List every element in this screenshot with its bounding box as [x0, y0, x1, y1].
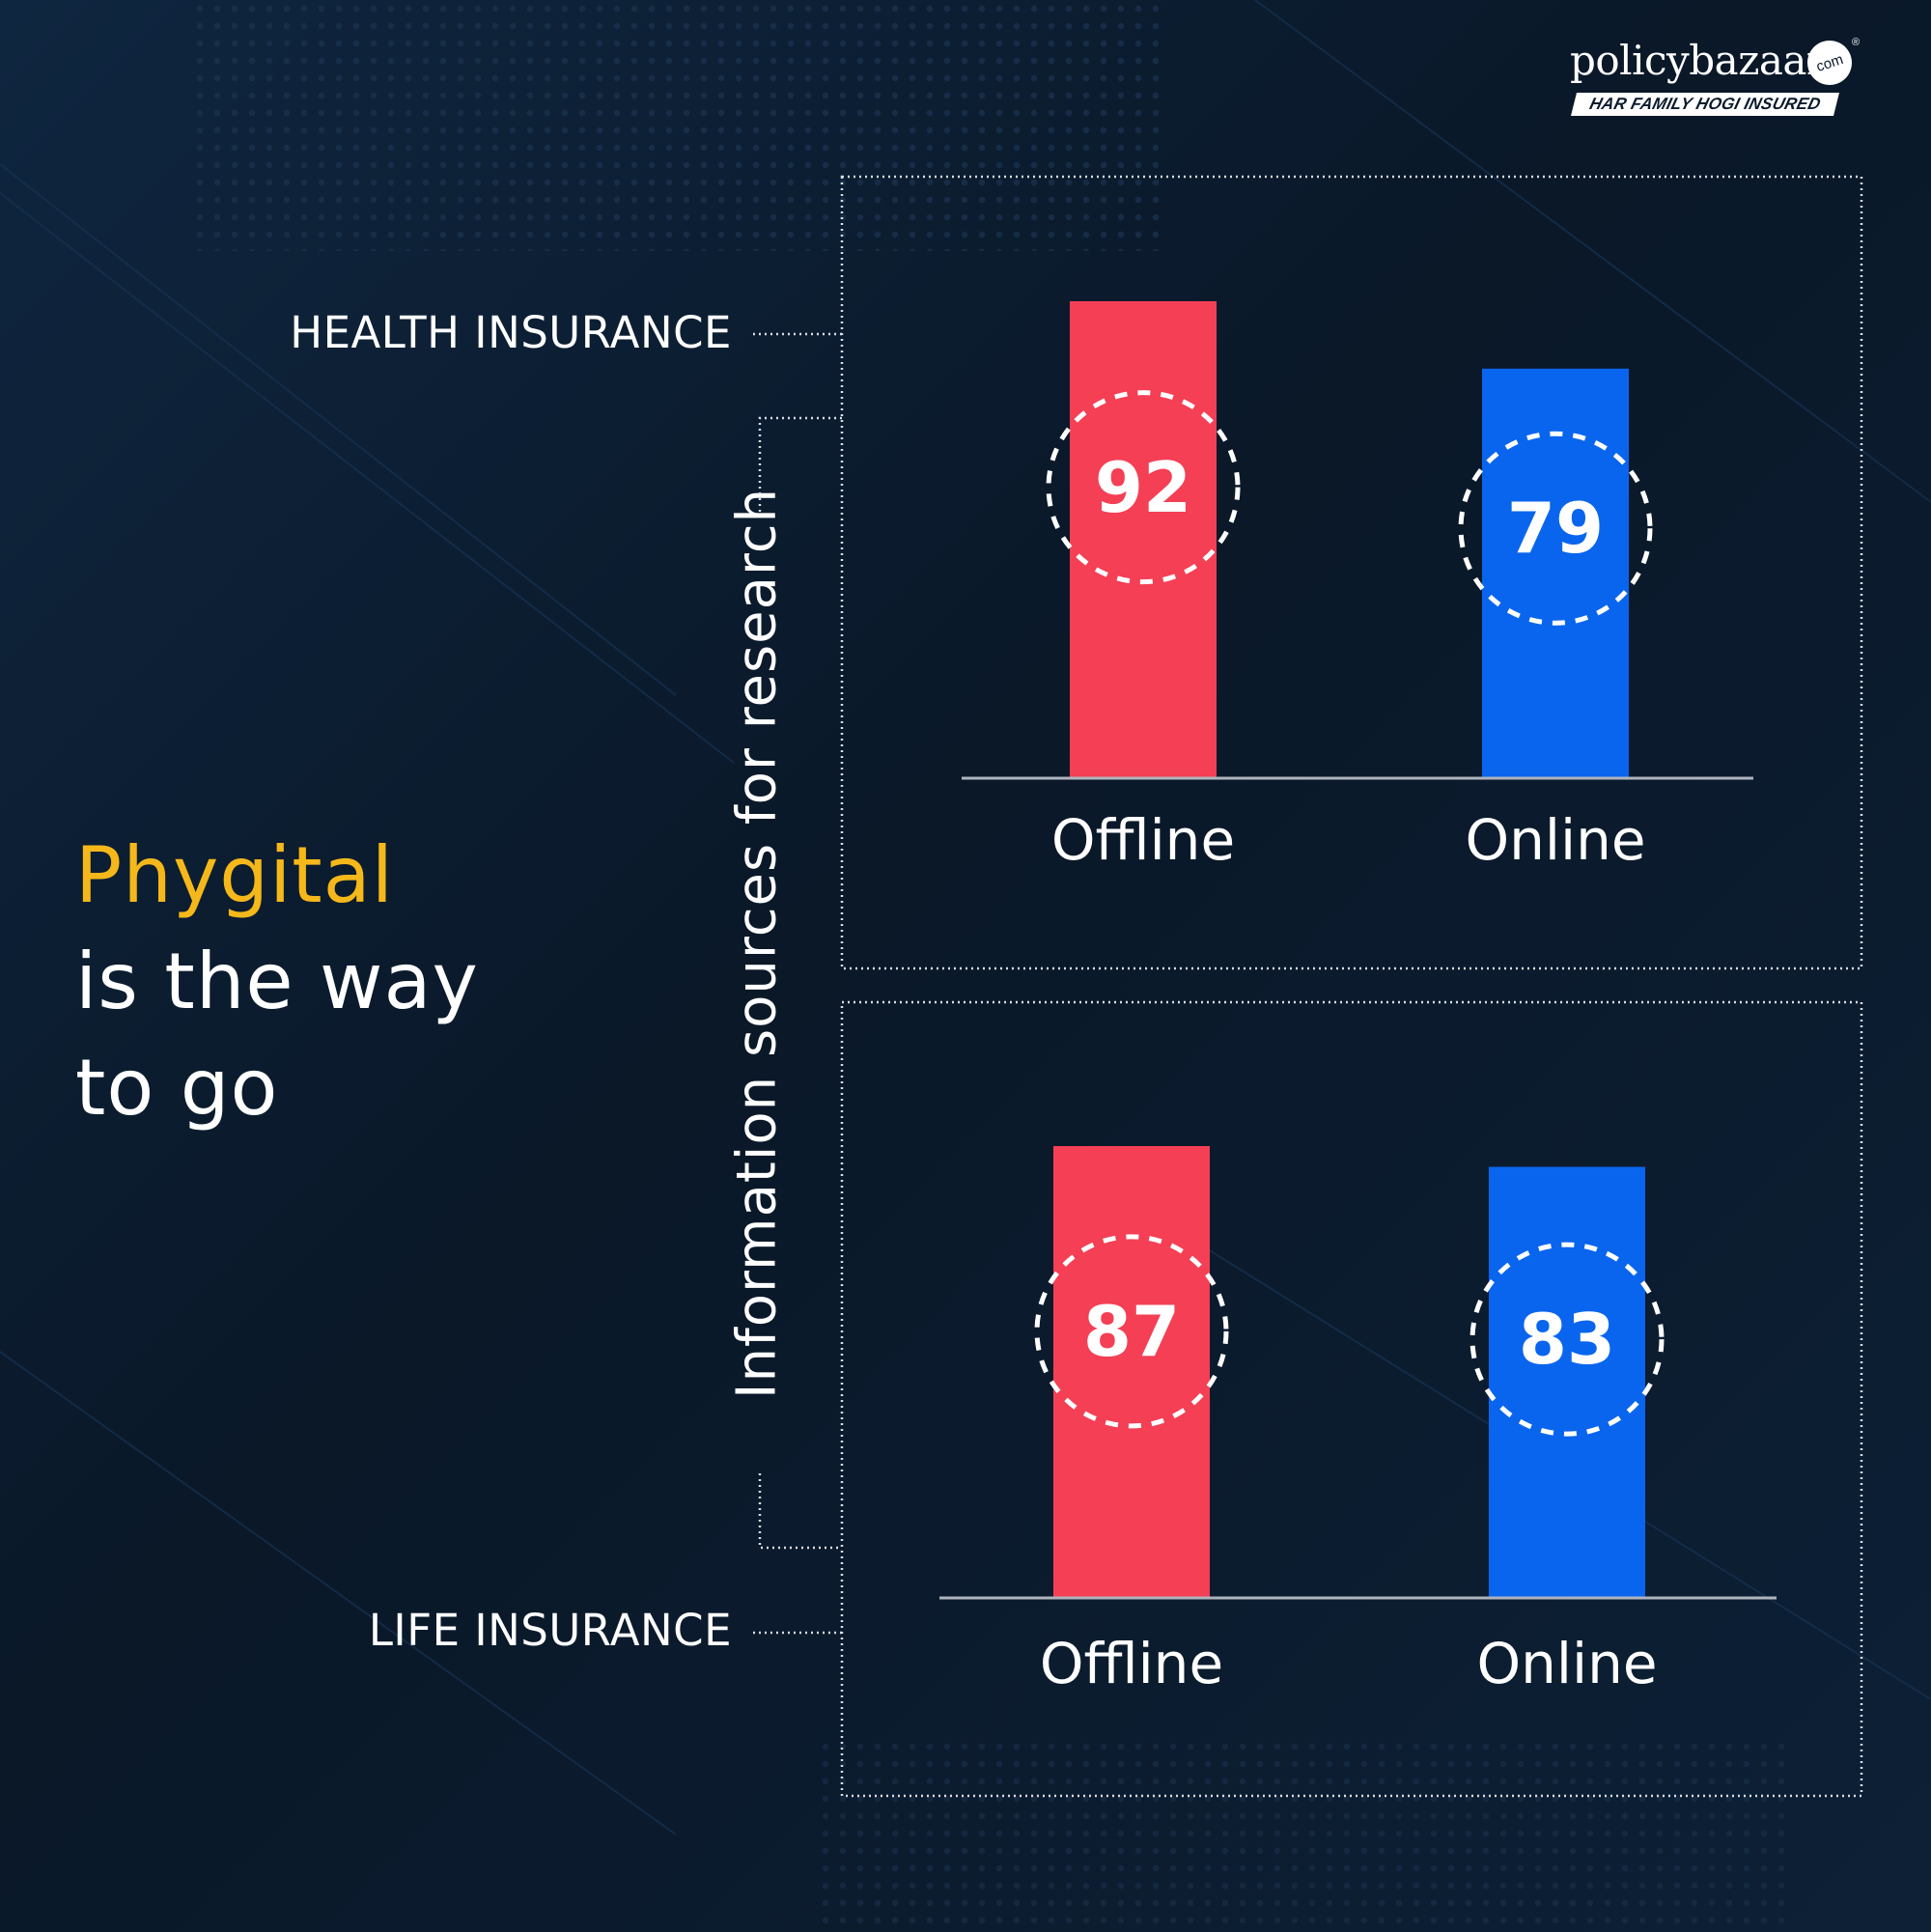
headline: Phygital is the way to go [75, 823, 479, 1141]
health-online-bar [1482, 368, 1629, 778]
axis-bracket-top [758, 416, 842, 512]
health-offline-bar [1070, 301, 1217, 778]
health-offline-value-label: 92 [1094, 446, 1192, 528]
headline-line-3: to go [75, 1043, 279, 1133]
life-online-value-label: 83 [1518, 1299, 1616, 1381]
logo-registered-mark: ® [1852, 37, 1861, 48]
health-insurance-label: HEALTH INSURANCE [290, 307, 732, 358]
health-online-value-label: 79 [1506, 488, 1605, 570]
life-chart-frame [840, 1000, 1863, 1798]
health-online-value-circle [1458, 431, 1653, 626]
life-offline-bar [1053, 1146, 1210, 1598]
life-offline-value-circle [1034, 1234, 1229, 1429]
life-insurance-label: LIFE INSURANCE [368, 1605, 732, 1656]
headline-accent: Phygital [75, 830, 394, 920]
life-online-value-circle [1469, 1242, 1665, 1437]
life-online-bar [1489, 1166, 1645, 1598]
health-offline-category-label: Offline [1050, 807, 1236, 873]
health-offline-value-circle [1046, 390, 1241, 585]
headline-line-2: is the way [75, 937, 479, 1026]
axis-bracket-bottom [758, 1473, 842, 1550]
health-chart-frame [840, 175, 1863, 970]
life-online-category-label: Online [1476, 1631, 1658, 1696]
logo-wordmark: policybazaar [1570, 37, 1826, 84]
life-offline-category-label: Offline [1039, 1631, 1224, 1696]
dot-pattern-bottom [821, 1738, 1786, 1932]
life-offline-value-label: 87 [1082, 1290, 1181, 1372]
dot-pattern-top [193, 0, 1159, 251]
policybazaar-logo: policybazaar com ® HAR FAMILY HOGI INSUR… [1570, 35, 1861, 120]
health-online-category-label: Online [1465, 807, 1646, 873]
